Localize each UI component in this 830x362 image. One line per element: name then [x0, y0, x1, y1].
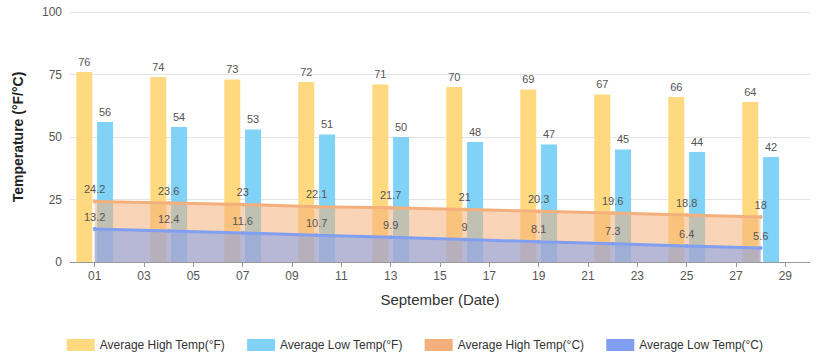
svg-text:45: 45: [617, 133, 629, 145]
svg-text:100: 100: [42, 5, 62, 19]
svg-text:21: 21: [459, 191, 471, 203]
svg-text:9: 9: [462, 221, 468, 233]
svg-text:50: 50: [395, 121, 407, 133]
svg-text:76: 76: [78, 56, 90, 68]
svg-text:5.6: 5.6: [753, 230, 768, 242]
svg-text:27: 27: [729, 269, 743, 283]
svg-text:69: 69: [522, 73, 534, 85]
svg-text:19.6: 19.6: [602, 195, 623, 207]
svg-text:72: 72: [300, 66, 312, 78]
svg-text:01: 01: [88, 269, 102, 283]
svg-text:20.3: 20.3: [528, 193, 549, 205]
svg-text:48: 48: [469, 126, 481, 138]
svg-text:71: 71: [374, 68, 386, 80]
svg-text:75: 75: [49, 68, 63, 82]
svg-text:24.2: 24.2: [84, 183, 105, 195]
svg-text:50: 50: [49, 130, 63, 144]
svg-text:64: 64: [744, 86, 756, 98]
svg-text:18: 18: [755, 199, 767, 211]
svg-text:11.6: 11.6: [232, 215, 253, 227]
svg-text:44: 44: [691, 136, 703, 148]
svg-text:Average High Temp(°C): Average High Temp(°C): [458, 338, 584, 352]
svg-text:56: 56: [99, 106, 111, 118]
svg-text:13: 13: [384, 269, 398, 283]
svg-text:7.3: 7.3: [605, 225, 620, 237]
svg-text:18.8: 18.8: [676, 197, 697, 209]
svg-text:47: 47: [543, 128, 555, 140]
svg-text:19: 19: [532, 269, 546, 283]
svg-text:74: 74: [152, 61, 164, 73]
svg-text:8.1: 8.1: [531, 223, 546, 235]
svg-text:42: 42: [765, 141, 777, 153]
svg-text:70: 70: [448, 71, 460, 83]
svg-text:51: 51: [321, 118, 333, 130]
svg-text:September (Date): September (Date): [380, 291, 499, 308]
svg-text:23.6: 23.6: [158, 185, 179, 197]
svg-text:03: 03: [137, 269, 151, 283]
svg-text:23: 23: [237, 186, 249, 198]
svg-text:21.7: 21.7: [380, 189, 401, 201]
svg-text:25: 25: [680, 269, 694, 283]
svg-text:11: 11: [335, 269, 348, 283]
svg-text:22.1: 22.1: [306, 188, 327, 200]
svg-text:73: 73: [226, 63, 238, 75]
svg-text:54: 54: [173, 111, 185, 123]
svg-text:53: 53: [247, 113, 259, 125]
svg-text:21: 21: [581, 269, 595, 283]
svg-text:25: 25: [49, 193, 63, 207]
svg-text:13.2: 13.2: [84, 211, 105, 223]
svg-text:9.9: 9.9: [383, 219, 398, 231]
svg-text:6.4: 6.4: [679, 228, 694, 240]
svg-text:Average Low Temp(°C): Average Low Temp(°C): [639, 338, 763, 352]
svg-text:15: 15: [433, 269, 447, 283]
svg-text:07: 07: [236, 269, 250, 283]
svg-text:12.4: 12.4: [158, 213, 179, 225]
svg-text:Temperature (°F/°C): Temperature (°F/°C): [10, 72, 26, 203]
svg-text:05: 05: [187, 269, 201, 283]
svg-text:Average Low Temp(°F): Average Low Temp(°F): [280, 338, 402, 352]
svg-text:66: 66: [670, 81, 682, 93]
svg-text:09: 09: [285, 269, 299, 283]
svg-text:0: 0: [55, 255, 62, 269]
svg-text:23: 23: [631, 269, 645, 283]
svg-text:67: 67: [596, 78, 608, 90]
svg-text:29: 29: [779, 269, 793, 283]
svg-text:10.7: 10.7: [306, 217, 327, 229]
svg-text:Average High Temp(°F): Average High Temp(°F): [100, 338, 225, 352]
svg-text:17: 17: [483, 269, 497, 283]
